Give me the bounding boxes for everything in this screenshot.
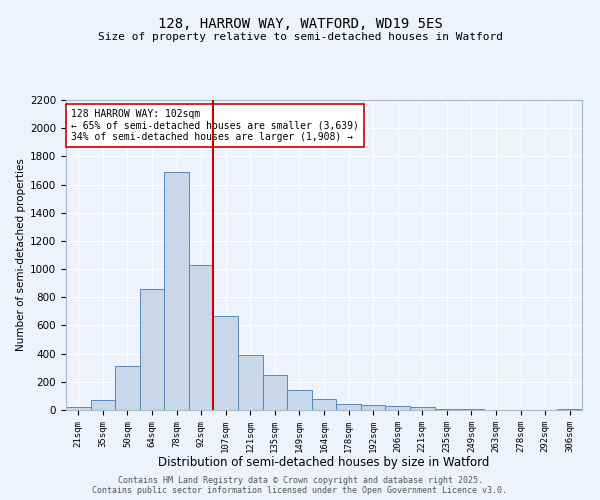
Bar: [557, 408, 582, 410]
Text: Size of property relative to semi-detached houses in Watford: Size of property relative to semi-detach…: [97, 32, 503, 42]
Bar: [336, 404, 361, 410]
Bar: [434, 409, 459, 410]
Bar: [287, 390, 312, 410]
Bar: [361, 405, 385, 410]
Bar: [140, 289, 164, 410]
Bar: [189, 265, 214, 410]
Bar: [238, 355, 263, 410]
Bar: [214, 316, 238, 410]
Text: 128, HARROW WAY, WATFORD, WD19 5ES: 128, HARROW WAY, WATFORD, WD19 5ES: [158, 18, 442, 32]
Text: 128 HARROW WAY: 102sqm
← 65% of semi-detached houses are smaller (3,639)
34% of : 128 HARROW WAY: 102sqm ← 65% of semi-det…: [71, 110, 359, 142]
Bar: [410, 407, 434, 410]
Bar: [91, 400, 115, 410]
Bar: [312, 398, 336, 410]
Bar: [115, 366, 140, 410]
Bar: [66, 407, 91, 410]
Text: Contains HM Land Registry data © Crown copyright and database right 2025.
Contai: Contains HM Land Registry data © Crown c…: [92, 476, 508, 495]
Y-axis label: Number of semi-detached properties: Number of semi-detached properties: [16, 158, 26, 352]
Bar: [263, 375, 287, 410]
Bar: [164, 172, 189, 410]
Bar: [385, 406, 410, 410]
X-axis label: Distribution of semi-detached houses by size in Watford: Distribution of semi-detached houses by …: [158, 456, 490, 469]
